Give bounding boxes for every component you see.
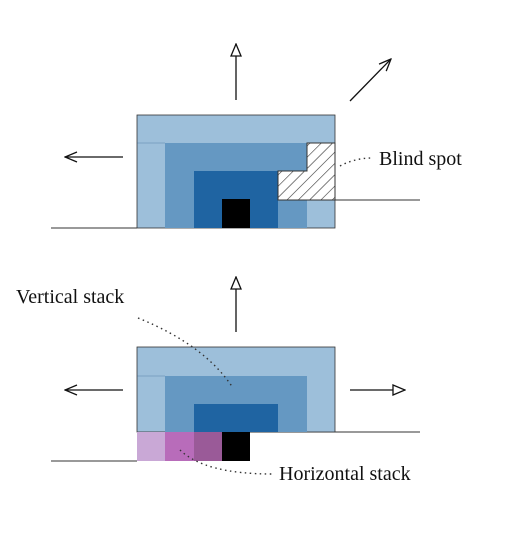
horizontal-stack-leader: [179, 449, 273, 475]
vertical-stack-label: Vertical stack: [16, 286, 124, 308]
bottom-level-3: [194, 404, 278, 432]
blind-spot-label: Blind spot: [379, 148, 462, 170]
horizontal-stack-cell-3: [194, 432, 222, 461]
blind-spot-leader: [339, 157, 373, 167]
top-level-4: [222, 199, 250, 228]
horizontal-stack-cell-1: [137, 432, 165, 461]
horizontal-stack-label: Horizontal stack: [279, 463, 411, 485]
top-diagram: Blind spot: [51, 44, 462, 229]
vertical-stack-leader: [137, 317, 234, 389]
horizontal-stack-cell-4: [222, 432, 250, 461]
top-diagonal-arrow: [349, 59, 391, 102]
horizontal-stack-cell-2: [165, 432, 194, 461]
blind-spot-region: [277, 142, 336, 201]
bottom-diagram: Vertical stack Horizontal stack: [16, 277, 420, 485]
